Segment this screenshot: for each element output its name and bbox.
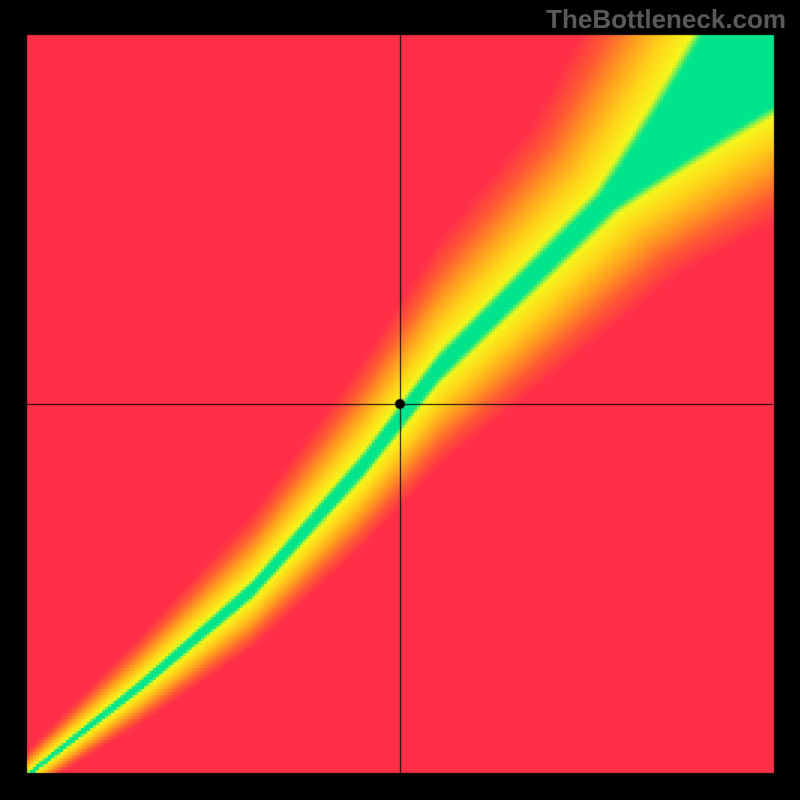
bottleneck-heatmap <box>0 0 800 800</box>
watermark-text: TheBottleneck.com <box>546 4 786 35</box>
